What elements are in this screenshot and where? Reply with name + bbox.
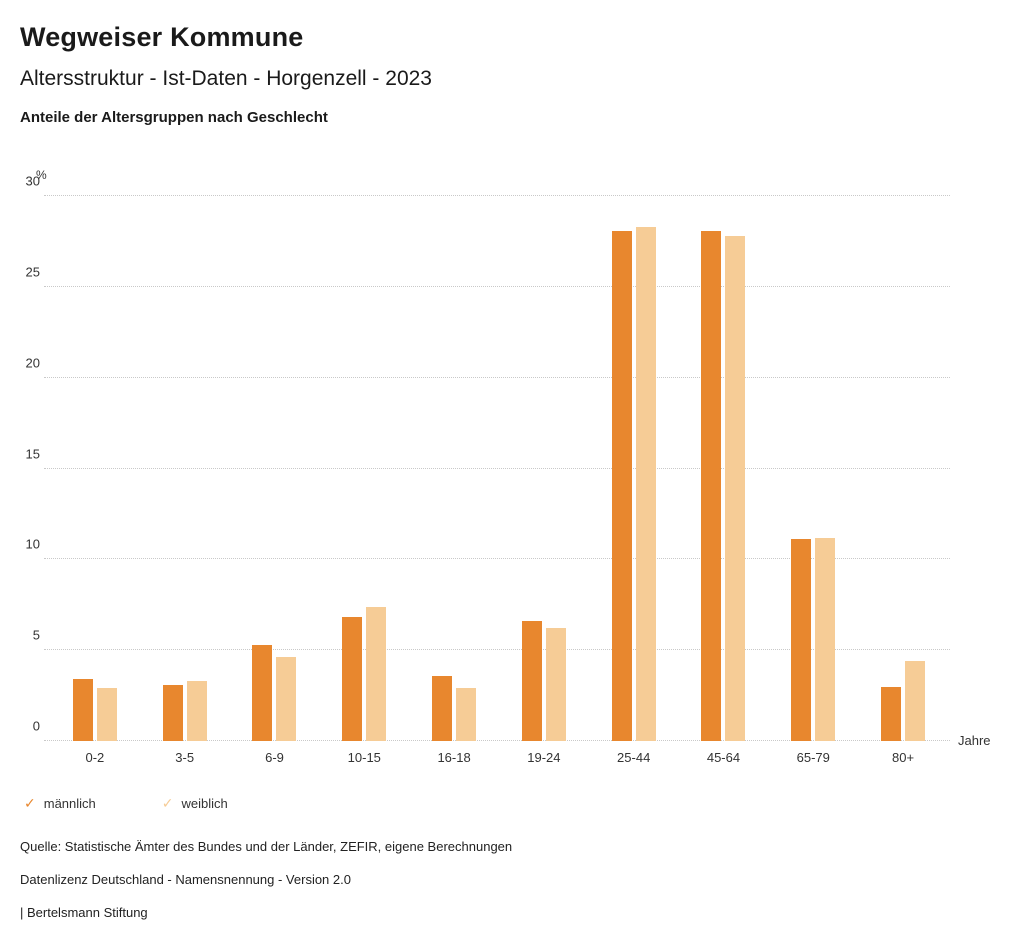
gridline	[44, 649, 950, 651]
x-tick-label: 45-64	[706, 750, 741, 765]
bar-maennlich	[701, 230, 722, 741]
y-tick-label: 20	[25, 355, 40, 371]
y-tick-label: 10	[25, 536, 40, 552]
bar-weiblich	[276, 657, 297, 741]
bar-groups-container	[50, 196, 948, 741]
bar-group	[858, 196, 948, 741]
page-subtitle: Altersstruktur - Ist-Daten - Horgenzell …	[20, 67, 432, 90]
legend-label: männlich	[43, 796, 96, 811]
bar-group	[140, 196, 230, 741]
gridline	[44, 740, 950, 741]
bar-group	[409, 196, 499, 741]
x-tick-label: 25-44	[617, 750, 651, 765]
bar-weiblich	[366, 606, 387, 741]
bar-weiblich	[815, 537, 836, 741]
bar-maennlich	[162, 684, 183, 741]
y-axis-unit-label: %	[36, 168, 47, 182]
footer: Quelle: Statistische Ämter des Bundes un…	[20, 839, 1004, 920]
bar-group	[230, 196, 320, 741]
y-tick-label: 0	[32, 718, 40, 734]
bar-weiblich	[905, 661, 926, 741]
bar-maennlich	[342, 617, 363, 741]
checkmark-icon: ✓	[161, 795, 174, 811]
y-tick-label: 25	[25, 264, 40, 280]
bar-group	[679, 196, 769, 741]
page-title: Wegweiser Kommune	[20, 22, 304, 52]
y-tick-label: 5	[32, 627, 40, 643]
bar-weiblich	[635, 226, 656, 741]
x-tick-label: 6-9	[265, 750, 284, 765]
gridline	[44, 285, 950, 287]
bar-weiblich	[456, 688, 477, 741]
bar-maennlich	[521, 621, 542, 741]
bar-maennlich	[881, 686, 902, 741]
chart-legend: ✓ männlich ✓ weiblich	[24, 795, 1004, 812]
gridline	[44, 467, 950, 469]
bar-group	[768, 196, 858, 741]
bar-maennlich	[252, 644, 273, 741]
x-tick-label: 3-5	[175, 750, 195, 765]
x-tick-label: 65-79	[796, 750, 830, 765]
x-tick-label: 19-24	[527, 750, 561, 765]
checkmark-icon: ✓	[24, 795, 36, 811]
bar-group	[50, 196, 140, 741]
bar-weiblich	[725, 235, 746, 741]
bar-group	[319, 196, 409, 741]
chart-title: Anteile der Altersgruppen nach Geschlech…	[20, 109, 328, 126]
bar-group	[589, 196, 679, 741]
y-tick-label: 15	[25, 446, 40, 461]
bar-weiblich	[545, 628, 566, 741]
gridline	[44, 195, 950, 196]
footer-source-line: Quelle: Statistische Ämter des Bundes un…	[20, 839, 513, 854]
bar-maennlich	[611, 230, 632, 741]
gridline	[44, 376, 950, 378]
bar-maennlich	[791, 539, 812, 741]
x-tick-label: 80+	[892, 750, 915, 765]
legend-label: weiblich	[181, 796, 228, 811]
x-axis-labels: 0-2 3-5 6-9 10-15 16-18 19-24 25-44 45-64 65-79 8…	[50, 750, 948, 765]
bar-maennlich	[432, 675, 453, 741]
bar-group	[499, 196, 589, 741]
x-tick-label: 0-2	[85, 750, 105, 765]
x-axis-unit-label: Jahre	[958, 733, 991, 748]
x-tick-label: 16-18	[437, 750, 471, 765]
x-tick-label: 10-15	[347, 750, 381, 765]
bar-maennlich	[72, 679, 93, 741]
plot-area: Jahre 0 5 10 15 20 25 30	[26, 174, 991, 749]
bar-weiblich	[186, 681, 207, 741]
y-tick-label: 30	[25, 173, 40, 189]
gridline	[44, 558, 950, 560]
legend-item-maennlich[interactable]: ✓ männlich	[24, 795, 96, 812]
footer-attribution-line: | Bertelsmann Stiftung	[20, 905, 148, 920]
legend-item-weiblich[interactable]: ✓ weiblich	[162, 795, 228, 812]
footer-license-line: Datenlizenz Deutschland - Namensnennung …	[20, 872, 351, 887]
bar-weiblich	[96, 688, 117, 741]
